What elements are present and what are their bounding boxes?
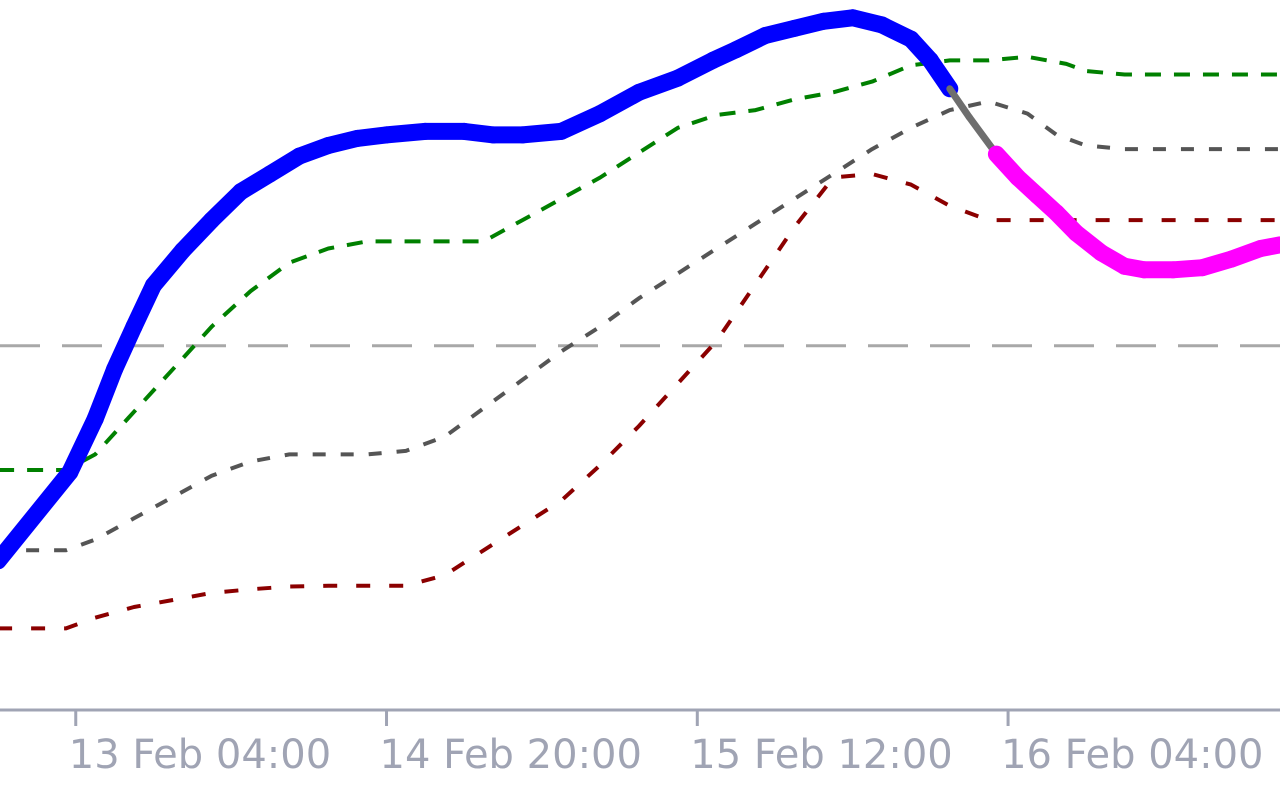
series-line-band-middle bbox=[0, 99, 1280, 553]
main-line-segment-neutral bbox=[946, 85, 973, 121]
series-line-band-upper bbox=[0, 54, 1280, 472]
main-line-segment-down bbox=[1252, 236, 1280, 257]
main-line-segment-up bbox=[921, 51, 959, 98]
x-tick-label: 16 Feb 04:00 bbox=[1001, 732, 1263, 778]
main-line-segment-up bbox=[61, 410, 104, 481]
x-tick-label: 14 Feb 20:00 bbox=[380, 732, 642, 778]
x-tick-label: 15 Feb 12:00 bbox=[690, 732, 952, 778]
main-line-segment-up bbox=[86, 360, 124, 428]
x-axis-ticks bbox=[74, 710, 1010, 726]
x-tick-label: 13 Feb 04:00 bbox=[69, 732, 331, 778]
x-axis-tick-labels: 13 Feb 04:00 14 Feb 20:00 15 Feb 12:00 16 F… bbox=[69, 732, 1264, 778]
plot-area bbox=[0, 9, 1280, 631]
main-line-segment-up bbox=[0, 463, 79, 570]
